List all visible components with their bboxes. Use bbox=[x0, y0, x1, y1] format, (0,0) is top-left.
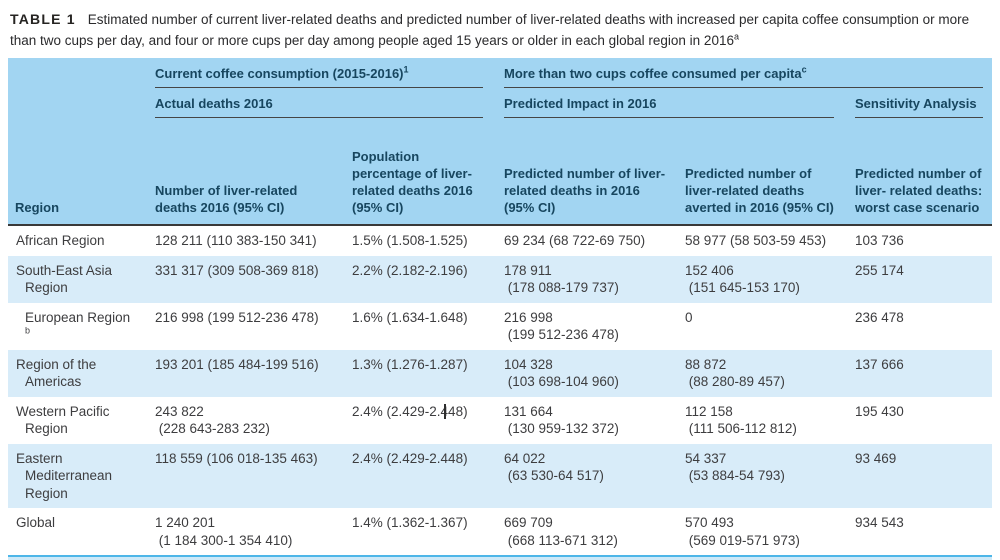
sensitivity-cell: 255 174 bbox=[855, 262, 904, 278]
table-row-european: European Region b 216 998 (199 512-236 47… bbox=[8, 303, 992, 350]
predicted-cell: 64 022 (63 530-64 517) bbox=[504, 450, 604, 484]
region-cell: Western Pacific Region bbox=[16, 403, 114, 437]
table-body: African Region 128 211 (110 383-150 341)… bbox=[8, 225, 993, 555]
averted-cell: 112 158 (111 506-112 812) bbox=[685, 403, 797, 437]
column-header-region: Region bbox=[8, 118, 148, 226]
group-header-spacer bbox=[8, 58, 148, 88]
averted-cell: 0 bbox=[685, 309, 693, 325]
sensitivity-cell: 236 478 bbox=[855, 309, 904, 325]
predicted-cell: 178 911 (178 088-179 737) bbox=[504, 262, 619, 296]
deaths-cell: 128 211 (110 383-150 341) bbox=[155, 233, 317, 248]
group-header-row: Current coffee consumption (2015-2016)1 … bbox=[8, 58, 993, 88]
table-bottom-border bbox=[8, 555, 992, 560]
predicted-cell: 69 234 (68 722-69 750) bbox=[504, 233, 646, 248]
population-pct-cell: 2.4% (2.429-2.448) bbox=[352, 450, 468, 466]
deaths-cell: 216 998 (199 512-236 478) bbox=[155, 309, 319, 325]
deaths-cell: 193 201 (185 484-199 516) bbox=[155, 356, 319, 372]
footnote-mark-b: b bbox=[25, 325, 31, 336]
column-header-averted-deaths: Predicted number of liver-related deaths… bbox=[678, 118, 848, 226]
sensitivity-cell: 137 666 bbox=[855, 356, 904, 372]
footnote-mark-1: 1 bbox=[403, 64, 409, 75]
caption-text: Estimated number of current liver-relate… bbox=[10, 12, 970, 48]
region-cell: South-East Asia Region bbox=[16, 262, 116, 296]
deaths-cell: 118 559 (106 018-135 463) bbox=[155, 450, 318, 466]
averted-cell: 88 872 (88 280-89 457) bbox=[685, 356, 785, 390]
region-cell: Global bbox=[16, 515, 56, 530]
deaths-cell: 243 822 (228 643-283 232) bbox=[155, 403, 270, 437]
population-pct-cell: 1.6% (1.634-1.648) bbox=[352, 309, 468, 325]
column-header-predicted-deaths: Predicted number of liver- related death… bbox=[497, 118, 678, 226]
table-row-global: Global 1 240 201 (1 184 300-1 354 410) 1… bbox=[8, 508, 992, 555]
footnote-mark-c: c bbox=[801, 64, 807, 75]
averted-cell: 54 337 (53 884-54 793) bbox=[685, 450, 785, 484]
deaths-cell: 1 240 201 (1 184 300-1 354 410) bbox=[155, 515, 293, 548]
region-cell: African Region bbox=[16, 233, 105, 248]
population-pct-cell: 2.2% (2.182-2.196) bbox=[352, 262, 468, 278]
population-pct-cell: 1.5% (1.508-1.525) bbox=[352, 233, 468, 248]
population-pct-cell: 2.4% (2.429-2.448) bbox=[352, 403, 468, 419]
table-row-south-east-asia: South-East Asia Region 331 317 (309 508-… bbox=[8, 255, 993, 303]
deaths-cell: 331 317 (309 508-369 818) bbox=[155, 262, 319, 278]
column-header-population-pct: Population percentage of liver-related d… bbox=[345, 118, 497, 226]
column-header-row: Region Number of liver-related deaths 20… bbox=[8, 118, 993, 226]
column-header-deaths: Number of liver-related deaths 2016 (95%… bbox=[148, 118, 345, 226]
predicted-cell: 216 998 (199 512-236 478) bbox=[504, 309, 619, 343]
table-row-western-pacific: Western Pacific Region 243 822 (228 643-… bbox=[8, 397, 992, 444]
predicted-cell: 104 328 (103 698-104 960) bbox=[504, 356, 619, 390]
averted-cell: 58 977 (58 503-59 453) bbox=[685, 233, 827, 248]
regions-table: Current coffee consumption (2015-2016) 1 … bbox=[8, 58, 993, 555]
subheader-sensitivity-analysis: Sensitivity Analysis bbox=[848, 88, 993, 118]
sensitivity-cell: 93 469 bbox=[855, 450, 897, 466]
group-header-two-cups: More than two cups coffee consumed per c… bbox=[497, 58, 993, 88]
averted-cell: 570 493 (569 019-571 973) bbox=[685, 515, 800, 548]
table-row-americas: Region of the Americas 193 201 (185 484-… bbox=[8, 349, 993, 397]
group-header-two-cups-label: More than two cups coffee consumed per c… bbox=[504, 66, 802, 81]
table-header: Current coffee consumption (2015-2016)1 … bbox=[8, 58, 993, 226]
table-row-eastern-mediterranean: Eastern Mediterranean Region 118 559 (10… bbox=[8, 443, 993, 508]
region-cell: European Region b bbox=[25, 309, 131, 336]
text-cursor bbox=[444, 403, 446, 419]
table-caption: TABLE 1 Estimated number of current liver… bbox=[10, 9, 982, 51]
group-header-current-consumption-label: Current coffee consumption (2015-2016) bbox=[155, 66, 404, 81]
caption-footnote-mark: a bbox=[733, 31, 739, 42]
sensitivity-cell: 195 430 bbox=[855, 403, 904, 419]
region-cell: Region of the Americas bbox=[16, 356, 100, 390]
subgroup-header-spacer bbox=[8, 88, 148, 118]
table-row-african: African Region 128 211 (110 383-150 341)… bbox=[8, 225, 992, 256]
sensitivity-cell: 934 543 bbox=[855, 515, 904, 530]
averted-cell: 152 406 (151 645-153 170) bbox=[685, 262, 800, 296]
population-pct-cell: 1.4% (1.362-1.367) bbox=[352, 515, 468, 530]
sensitivity-cell: 103 736 bbox=[855, 233, 904, 248]
subgroup-header-row: Actual deaths 2016 Predicted Impact in 2… bbox=[8, 88, 993, 118]
predicted-cell: 131 664 (130 959-132 372) bbox=[504, 403, 619, 437]
subheader-actual-deaths: Actual deaths 2016 bbox=[148, 88, 497, 118]
region-cell: Eastern Mediterranean Region bbox=[16, 450, 116, 501]
predicted-cell: 669 709 (668 113-671 312) bbox=[504, 515, 618, 548]
group-header-current-consumption: Current coffee consumption (2015-2016)1 bbox=[148, 58, 497, 88]
caption-label: TABLE 1 bbox=[10, 11, 76, 27]
population-pct-cell: 1.3% (1.276-1.287) bbox=[352, 356, 468, 372]
column-header-worst-case: Predicted number of liver- related death… bbox=[848, 118, 993, 226]
subheader-predicted-impact: Predicted Impact in 2016 bbox=[497, 88, 848, 118]
